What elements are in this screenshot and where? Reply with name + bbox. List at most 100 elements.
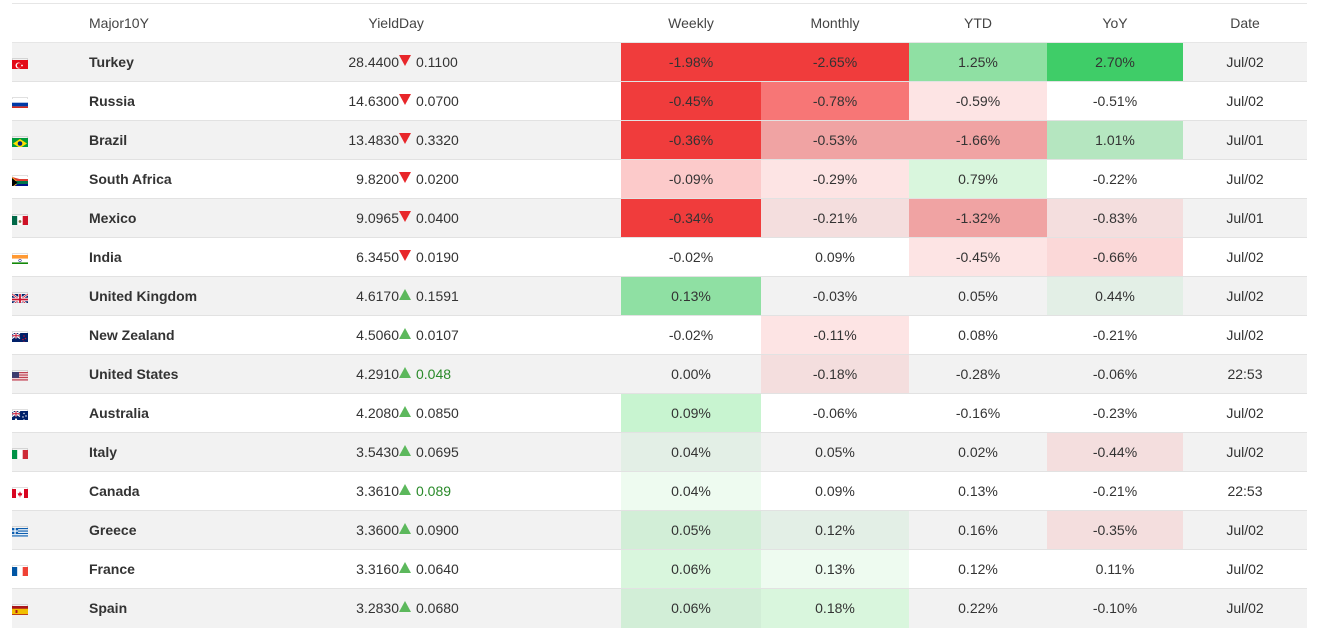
weekly-change: 0.04%	[621, 471, 761, 511]
day-change: 0.0695	[399, 432, 621, 472]
yoy-change: -0.21%	[1047, 315, 1183, 355]
date-column-header[interactable]: Date	[1183, 3, 1307, 43]
india-flag-icon	[12, 253, 28, 264]
day-change-value: 0.3320	[416, 132, 459, 148]
yield-value: 13.4830	[249, 120, 399, 160]
day-change: 0.048	[399, 354, 621, 394]
yoy-change: 0.44%	[1047, 276, 1183, 316]
yoy-change: -0.44%	[1047, 432, 1183, 472]
day-change: 0.3320	[399, 120, 621, 160]
country-name[interactable]: India	[89, 237, 249, 277]
country-name[interactable]: Brazil	[89, 120, 249, 160]
triangle-down-icon	[399, 133, 411, 144]
weekly-change: -0.02%	[621, 237, 761, 277]
table-row[interactable]: Italy 3.5430 0.0695 0.04% 0.05% 0.02% -0.44% Ju…	[12, 432, 1307, 472]
triangle-up-icon	[399, 367, 411, 378]
russia-flag-icon	[12, 97, 28, 108]
country-name[interactable]: Spain	[89, 588, 249, 628]
yoy-change: -0.21%	[1047, 471, 1183, 511]
country-flag-cell	[12, 510, 89, 550]
monthly-change: -0.78%	[761, 81, 909, 121]
table-row[interactable]: United States 4.2910 0.048 0.00% -0.18% -0.28…	[12, 354, 1307, 394]
yoy-change: 0.11%	[1047, 549, 1183, 589]
triangle-up-icon	[399, 289, 411, 300]
quote-date: Jul/02	[1183, 159, 1307, 199]
turkey-flag-icon	[12, 58, 28, 69]
table-row[interactable]: South Africa 9.8200 0.0200 -0.09% -0.29% 0.79…	[12, 159, 1307, 199]
triangle-up-icon	[399, 328, 411, 339]
monthly-change: -0.03%	[761, 276, 909, 316]
monthly-change: 0.09%	[761, 471, 909, 511]
weekly-change: -0.34%	[621, 198, 761, 238]
france-flag-icon	[12, 565, 28, 576]
table-row[interactable]: Australia 4.2080 0.0850 0.09% -0.06% -0.16% -0…	[12, 393, 1307, 433]
country-flag-cell	[12, 549, 89, 589]
table-row[interactable]: France 3.3160 0.0640 0.06% 0.13% 0.12% 0.11% Ju…	[12, 549, 1307, 589]
monthly-change: -0.18%	[761, 354, 909, 394]
country-name[interactable]: Mexico	[89, 198, 249, 238]
monthly-change: -0.21%	[761, 198, 909, 238]
yield-value: 28.4400	[249, 42, 399, 82]
yield-value: 3.3600	[249, 510, 399, 550]
ytd-column-header[interactable]: YTD	[909, 3, 1047, 43]
quote-date: 22:53	[1183, 354, 1307, 394]
day-change: 0.0640	[399, 549, 621, 589]
country-flag-cell	[12, 159, 89, 199]
day-change-value: 0.0400	[416, 210, 459, 226]
day-change-value: 0.0700	[416, 93, 459, 109]
country-flag-cell	[12, 588, 89, 628]
country-name[interactable]: South Africa	[89, 159, 249, 199]
table-header-row: Major10Y Yield Day Weekly Monthly YTD Yo…	[12, 3, 1307, 43]
country-name[interactable]: Italy	[89, 432, 249, 472]
day-change: 0.0107	[399, 315, 621, 355]
table-row[interactable]: New Zealand 4.5060 0.0107 -0.02% -0.11% 0.08%…	[12, 315, 1307, 355]
triangle-up-icon	[399, 445, 411, 456]
yoy-column-header[interactable]: YoY	[1047, 3, 1183, 43]
country-name[interactable]: Russia	[89, 81, 249, 121]
yield-value: 6.3450	[249, 237, 399, 277]
ytd-change: -1.32%	[909, 198, 1047, 238]
yield-value: 3.3160	[249, 549, 399, 589]
weekly-change: 0.00%	[621, 354, 761, 394]
quote-date: Jul/02	[1183, 549, 1307, 589]
yoy-change: -0.51%	[1047, 81, 1183, 121]
day-change-value: 0.0640	[416, 561, 459, 577]
yoy-change: 1.01%	[1047, 120, 1183, 160]
new-zealand-flag-icon	[12, 331, 28, 342]
country-flag-cell	[12, 354, 89, 394]
day-change-value: 0.0190	[416, 249, 459, 265]
table-row[interactable]: Spain 3.2830 0.0680 0.06% 0.18% 0.22% -0.10% Ju…	[12, 588, 1307, 628]
table-row[interactable]: Brazil 13.4830 0.3320 -0.36% -0.53% -1.66% 1.0…	[12, 120, 1307, 160]
country-name[interactable]: Canada	[89, 471, 249, 511]
table-row[interactable]: Mexico 9.0965 0.0400 -0.34% -0.21% -1.32% -0.8…	[12, 198, 1307, 238]
yoy-change: -0.35%	[1047, 510, 1183, 550]
table-row[interactable]: Turkey 28.4400 0.1100 -1.98% -2.65% 1.25% 2.70…	[12, 42, 1307, 82]
yield-column-header[interactable]: Yield	[249, 3, 399, 43]
weekly-column-header[interactable]: Weekly	[621, 3, 761, 43]
country-name[interactable]: New Zealand	[89, 315, 249, 355]
table-row[interactable]: Russia 14.6300 0.0700 -0.45% -0.78% -0.59% -0.…	[12, 81, 1307, 121]
brazil-flag-icon	[12, 136, 28, 147]
weekly-change: -1.98%	[621, 42, 761, 82]
country-name[interactable]: Greece	[89, 510, 249, 550]
table-row[interactable]: India 6.3450 0.0190 -0.02% 0.09% -0.45% -0.66%…	[12, 237, 1307, 277]
table-row[interactable]: Canada 3.3610 0.089 0.04% 0.09% 0.13% -0.21% 22…	[12, 471, 1307, 511]
table-row[interactable]: United Kingdom 4.6170 0.1591 0.13% -0.03% 0.0…	[12, 276, 1307, 316]
quote-date: 22:53	[1183, 471, 1307, 511]
country-name[interactable]: France	[89, 549, 249, 589]
quote-date: Jul/01	[1183, 198, 1307, 238]
weekly-change: 0.06%	[621, 588, 761, 628]
united-states-flag-icon	[12, 370, 28, 381]
country-name[interactable]: United Kingdom	[89, 276, 249, 316]
monthly-column-header[interactable]: Monthly	[761, 3, 909, 43]
country-name[interactable]: Turkey	[89, 42, 249, 82]
day-column-header[interactable]: Day	[399, 3, 621, 43]
triangle-up-icon	[399, 484, 411, 495]
country-name[interactable]: United States	[89, 354, 249, 394]
day-change: 0.0850	[399, 393, 621, 433]
day-change: 0.0400	[399, 198, 621, 238]
major10y-column-header[interactable]: Major10Y	[89, 3, 249, 43]
yield-value: 4.2080	[249, 393, 399, 433]
country-name[interactable]: Australia	[89, 393, 249, 433]
table-row[interactable]: Greece 3.3600 0.0900 0.05% 0.12% 0.16% -0.35% J…	[12, 510, 1307, 550]
